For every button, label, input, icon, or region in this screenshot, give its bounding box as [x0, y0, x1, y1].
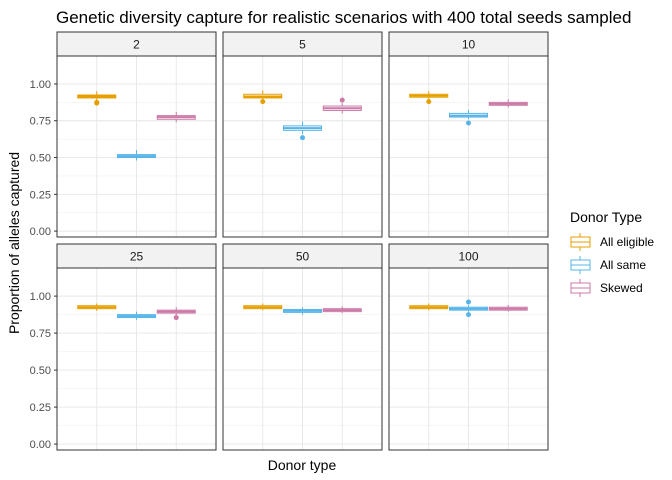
box-all-eligible [77, 303, 117, 311]
box-all-eligible [243, 303, 283, 311]
legend-label: All eligible [600, 235, 654, 249]
box-skewed [322, 306, 362, 314]
box-skewed [156, 111, 196, 123]
outlier-point [94, 100, 100, 106]
facet-panel-100: 100 [388, 243, 549, 451]
legend-label: All same [600, 258, 646, 272]
box-skewed [488, 304, 528, 312]
facet-strip-label: 100 [458, 250, 478, 264]
box-all-eligible [243, 90, 283, 105]
legend-label: Skewed [600, 281, 643, 295]
outlier-point [466, 299, 471, 305]
facet-strip-label: 2 [133, 38, 140, 52]
facet-strip [56, 31, 217, 57]
legend-entry-skewed: Skewed [570, 279, 643, 297]
box-skewed [156, 307, 196, 321]
y-tick-label: 0.75 [30, 328, 51, 340]
y-tick-label: 0.00 [30, 226, 51, 238]
y-tick-label: 0.50 [30, 365, 51, 377]
y-tick-label: 0.25 [30, 189, 51, 201]
legend-title: Donor Type [570, 209, 642, 225]
panel-border [222, 55, 383, 238]
facet-panel-10: 10 [388, 31, 549, 238]
box-all-eligible [77, 91, 117, 106]
panel-border [222, 267, 383, 451]
box-skewed [322, 97, 362, 114]
outlier-point [173, 315, 179, 321]
x-axis-label: Donor type [268, 457, 337, 473]
box-all-same [449, 299, 488, 318]
box-all-same [449, 109, 488, 126]
outlier-point [300, 135, 305, 141]
facet-strip-label: 50 [296, 250, 310, 264]
facet-strip [388, 31, 549, 57]
facet-panel-5: 5 [222, 31, 383, 238]
panel-border [56, 267, 217, 451]
legend-entry-all-same: All same [570, 256, 646, 274]
box-all-same [283, 121, 322, 141]
y-tick-label: 1.00 [30, 291, 51, 303]
box-skewed [488, 99, 528, 108]
outlier-point [466, 312, 471, 318]
facet-panel-2: 2 0.00 0.25 0.50 0.75 1.00 [30, 31, 217, 238]
facet-panels: 2 0.00 0.25 0.50 0.75 1.00 5 10 25 0.00 0.25 0.50 0.… [30, 31, 549, 451]
chart-title: Genetic diversity capture for realistic … [56, 8, 631, 27]
facet-panel-25: 25 0.00 0.25 0.50 0.75 1.00 [30, 243, 217, 451]
y-tick-label: 0.50 [30, 153, 51, 165]
outlier-point [466, 120, 471, 126]
legend-entry-all-eligible: All eligible [570, 233, 654, 251]
box-all-same [117, 311, 156, 320]
box-all-same [117, 150, 156, 161]
outlier-point [426, 99, 432, 105]
y-tick-label: 0.00 [30, 439, 51, 451]
facet-strip-label: 5 [299, 38, 306, 52]
y-axis-label: Proportion of alleles captured [6, 152, 22, 334]
facet-strip-label: 25 [130, 250, 144, 264]
box-all-eligible [409, 91, 449, 105]
y-tick-label: 0.75 [30, 116, 51, 128]
box-all-eligible [409, 303, 449, 311]
outlier-point [339, 97, 345, 103]
panel-border [388, 55, 549, 238]
facet-strip [222, 31, 383, 57]
legend: Donor Type All eligible All same Skewed [570, 209, 654, 297]
panel-border [56, 55, 217, 238]
panel-border [388, 267, 549, 451]
facet-panel-50: 50 [222, 243, 383, 451]
facet-strip [388, 243, 549, 269]
y-tick-label: 1.00 [30, 79, 51, 91]
facet-strip-label: 10 [462, 38, 476, 52]
outlier-point [260, 99, 266, 105]
y-tick-label: 0.25 [30, 402, 51, 414]
box-all-same [283, 307, 322, 315]
